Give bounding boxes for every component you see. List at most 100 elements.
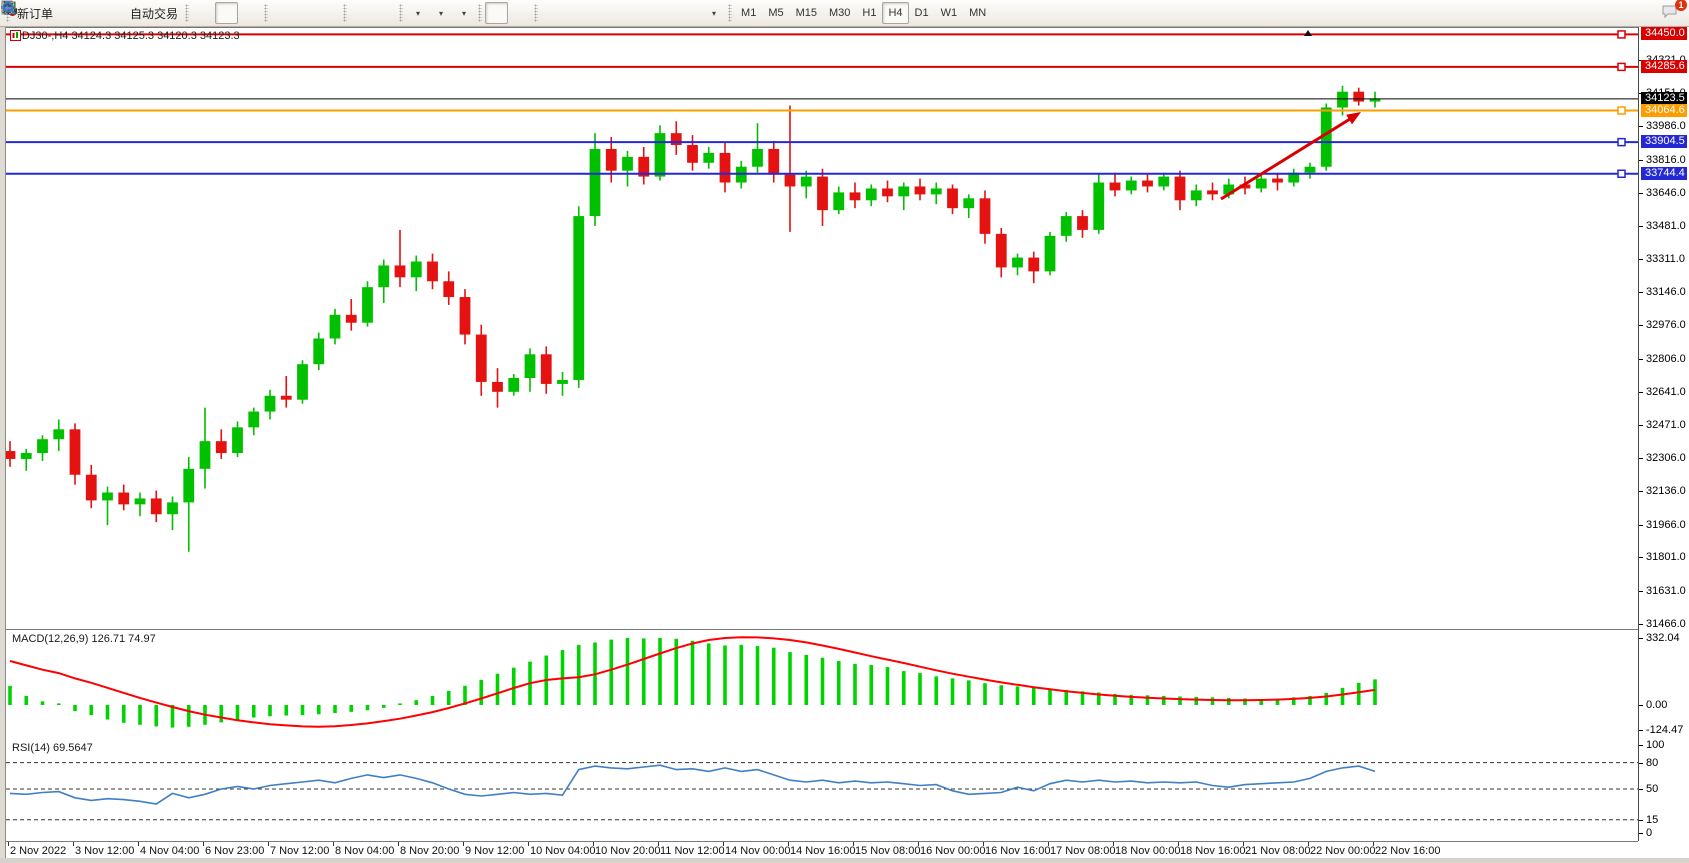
toolbar-grip[interactable] bbox=[399, 4, 404, 22]
macd-histogram-bar bbox=[121, 705, 126, 723]
cursor-tool-button[interactable] bbox=[4, 1, 509, 24]
line-price-tag: 34064.6 bbox=[1641, 103, 1687, 117]
candlestick-chart[interactable] bbox=[6, 27, 1638, 629]
tab-timeframe-m30[interactable]: M30 bbox=[823, 2, 856, 24]
auto-trading-label: 自动交易 bbox=[130, 6, 179, 21]
candle-bullish bbox=[1158, 176, 1170, 187]
indicators-button[interactable]: ▾ bbox=[1, 1, 429, 24]
templates-button[interactable]: ▾ bbox=[1, 1, 475, 24]
tab-timeframe-mn[interactable]: MN bbox=[963, 2, 992, 24]
main-chart-panel[interactable] bbox=[6, 27, 1638, 630]
candle-bearish bbox=[1077, 216, 1088, 230]
macd-histogram-bar bbox=[73, 705, 77, 712]
time-tick-mark bbox=[528, 842, 529, 846]
candle-bullish bbox=[199, 441, 211, 469]
candle-bearish bbox=[914, 186, 926, 195]
toolbar-grip[interactable] bbox=[478, 4, 483, 22]
zoom-in-button[interactable] bbox=[1, 1, 294, 24]
fibonacci-tool-button[interactable]: F bbox=[2, 2, 656, 24]
line-chart-type-button[interactable] bbox=[1, 2, 261, 24]
candle-bullish bbox=[557, 379, 568, 384]
macd-histogram-bar bbox=[1324, 692, 1329, 705]
axis-tick-mark bbox=[1639, 524, 1643, 526]
candle-bearish bbox=[1109, 182, 1121, 191]
trendline-tool-button[interactable] bbox=[2, 2, 610, 24]
time-axis[interactable]: 2 Nov 2022 3 Nov 12:00 4 Nov 04:00 6 Nov 23… bbox=[6, 842, 1638, 858]
tab-timeframe-m1[interactable]: M1 bbox=[735, 2, 762, 24]
candle-bullish bbox=[930, 188, 942, 195]
shapes-tool-button[interactable]: ▾ bbox=[2, 2, 725, 24]
macd-histogram-bar bbox=[316, 705, 321, 715]
macd-histogram-bar bbox=[1129, 694, 1134, 705]
macd-tick-label: 0.00 bbox=[1646, 699, 1668, 711]
candle-bearish bbox=[150, 498, 162, 515]
candle-bullish bbox=[410, 261, 422, 278]
candle-chart-type-button[interactable] bbox=[2, 1, 239, 24]
macd-histogram-bar bbox=[1291, 697, 1296, 705]
rsi-chart[interactable] bbox=[6, 740, 1638, 841]
candle-bearish bbox=[979, 198, 991, 234]
tab-timeframe-d1[interactable]: D1 bbox=[909, 2, 935, 24]
search-button[interactable] bbox=[2, 1, 1654, 24]
toolbar-grip[interactable] bbox=[343, 4, 348, 22]
vertical-line-tool-button[interactable] bbox=[6, 2, 564, 24]
axis-tick-mark bbox=[1639, 557, 1643, 559]
notifications-button[interactable]: 1 bbox=[1660, 0, 1687, 24]
periods-button[interactable]: ▾ bbox=[1, 1, 452, 24]
macd-histogram-bar bbox=[8, 685, 12, 705]
candle-bullish bbox=[898, 186, 910, 197]
axis-tick-mark bbox=[1639, 833, 1643, 834]
chart-shift-button[interactable] bbox=[2, 2, 396, 24]
toolbar-grip[interactable] bbox=[728, 4, 733, 22]
text-label-tool-button[interactable]: T bbox=[2, 2, 702, 24]
candle-wick bbox=[106, 486, 109, 526]
marketwatch-button[interactable] bbox=[1, 2, 80, 24]
crosshair-tool-button[interactable] bbox=[2, 2, 531, 24]
new-order-label: 新订单 bbox=[17, 6, 54, 21]
price-axis-line bbox=[1638, 27, 1639, 841]
sound-button[interactable] bbox=[1, 1, 126, 24]
time-tick-mark bbox=[138, 842, 139, 846]
candle-bullish bbox=[329, 314, 341, 339]
macd-histogram-bar bbox=[235, 705, 240, 720]
candle-wick bbox=[399, 229, 401, 288]
auto-scroll-button[interactable] bbox=[2, 2, 373, 24]
candle-bullish bbox=[53, 429, 65, 440]
axis-tick-mark bbox=[1639, 745, 1643, 746]
bar-chart-type-button[interactable] bbox=[2, 2, 215, 24]
tab-timeframe-h1[interactable]: H1 bbox=[856, 2, 882, 24]
candle-bullish bbox=[1060, 216, 1072, 236]
zoom-out-button[interactable] bbox=[1, 1, 317, 24]
tab-timeframe-h4[interactable]: H4 bbox=[882, 2, 909, 24]
macd-histogram-bar bbox=[690, 640, 695, 705]
candle-bullish bbox=[1369, 98, 1381, 102]
line-endpoint-marker bbox=[1617, 62, 1626, 72]
tile-windows-button[interactable] bbox=[1, 1, 340, 24]
macd-histogram-bar bbox=[739, 644, 744, 705]
macd-chart[interactable] bbox=[6, 630, 1638, 738]
tab-timeframe-m5[interactable]: M5 bbox=[762, 2, 789, 24]
time-label: 14 Nov 00:00 bbox=[725, 845, 791, 857]
channel-tool-button[interactable]: E bbox=[1, 2, 633, 24]
macd-histogram-bar bbox=[625, 638, 630, 705]
auto-trading-button[interactable]: 自动交易 bbox=[1, 1, 182, 24]
candle-bearish bbox=[6, 451, 16, 459]
terminal-button[interactable] bbox=[1, 1, 103, 24]
toolbar-grip[interactable] bbox=[534, 4, 539, 22]
horizontal-line-tool-button[interactable] bbox=[2, 2, 587, 24]
text-tool-button[interactable]: A bbox=[3, 2, 679, 24]
tab-timeframe-w1[interactable]: W1 bbox=[935, 2, 964, 24]
new-order-button[interactable]: 新订单 bbox=[1, 0, 57, 24]
toolbar-grip[interactable] bbox=[185, 4, 190, 22]
macd-histogram-bar bbox=[365, 705, 370, 711]
rsi-panel[interactable] bbox=[6, 739, 1638, 842]
tab-timeframe-m15[interactable]: M15 bbox=[790, 2, 823, 24]
macd-histogram-bar bbox=[658, 638, 662, 705]
time-label: 9 Nov 12:00 bbox=[465, 845, 525, 857]
window-left-edge bbox=[0, 27, 6, 863]
price-tick-label: 31466.0 bbox=[1646, 617, 1686, 630]
indicators-dropdown-arrow: ▾ bbox=[416, 8, 421, 18]
toolbar-grip[interactable] bbox=[264, 4, 269, 22]
macd-histogram-bar bbox=[268, 705, 272, 717]
macd-histogram-bar bbox=[755, 646, 760, 705]
